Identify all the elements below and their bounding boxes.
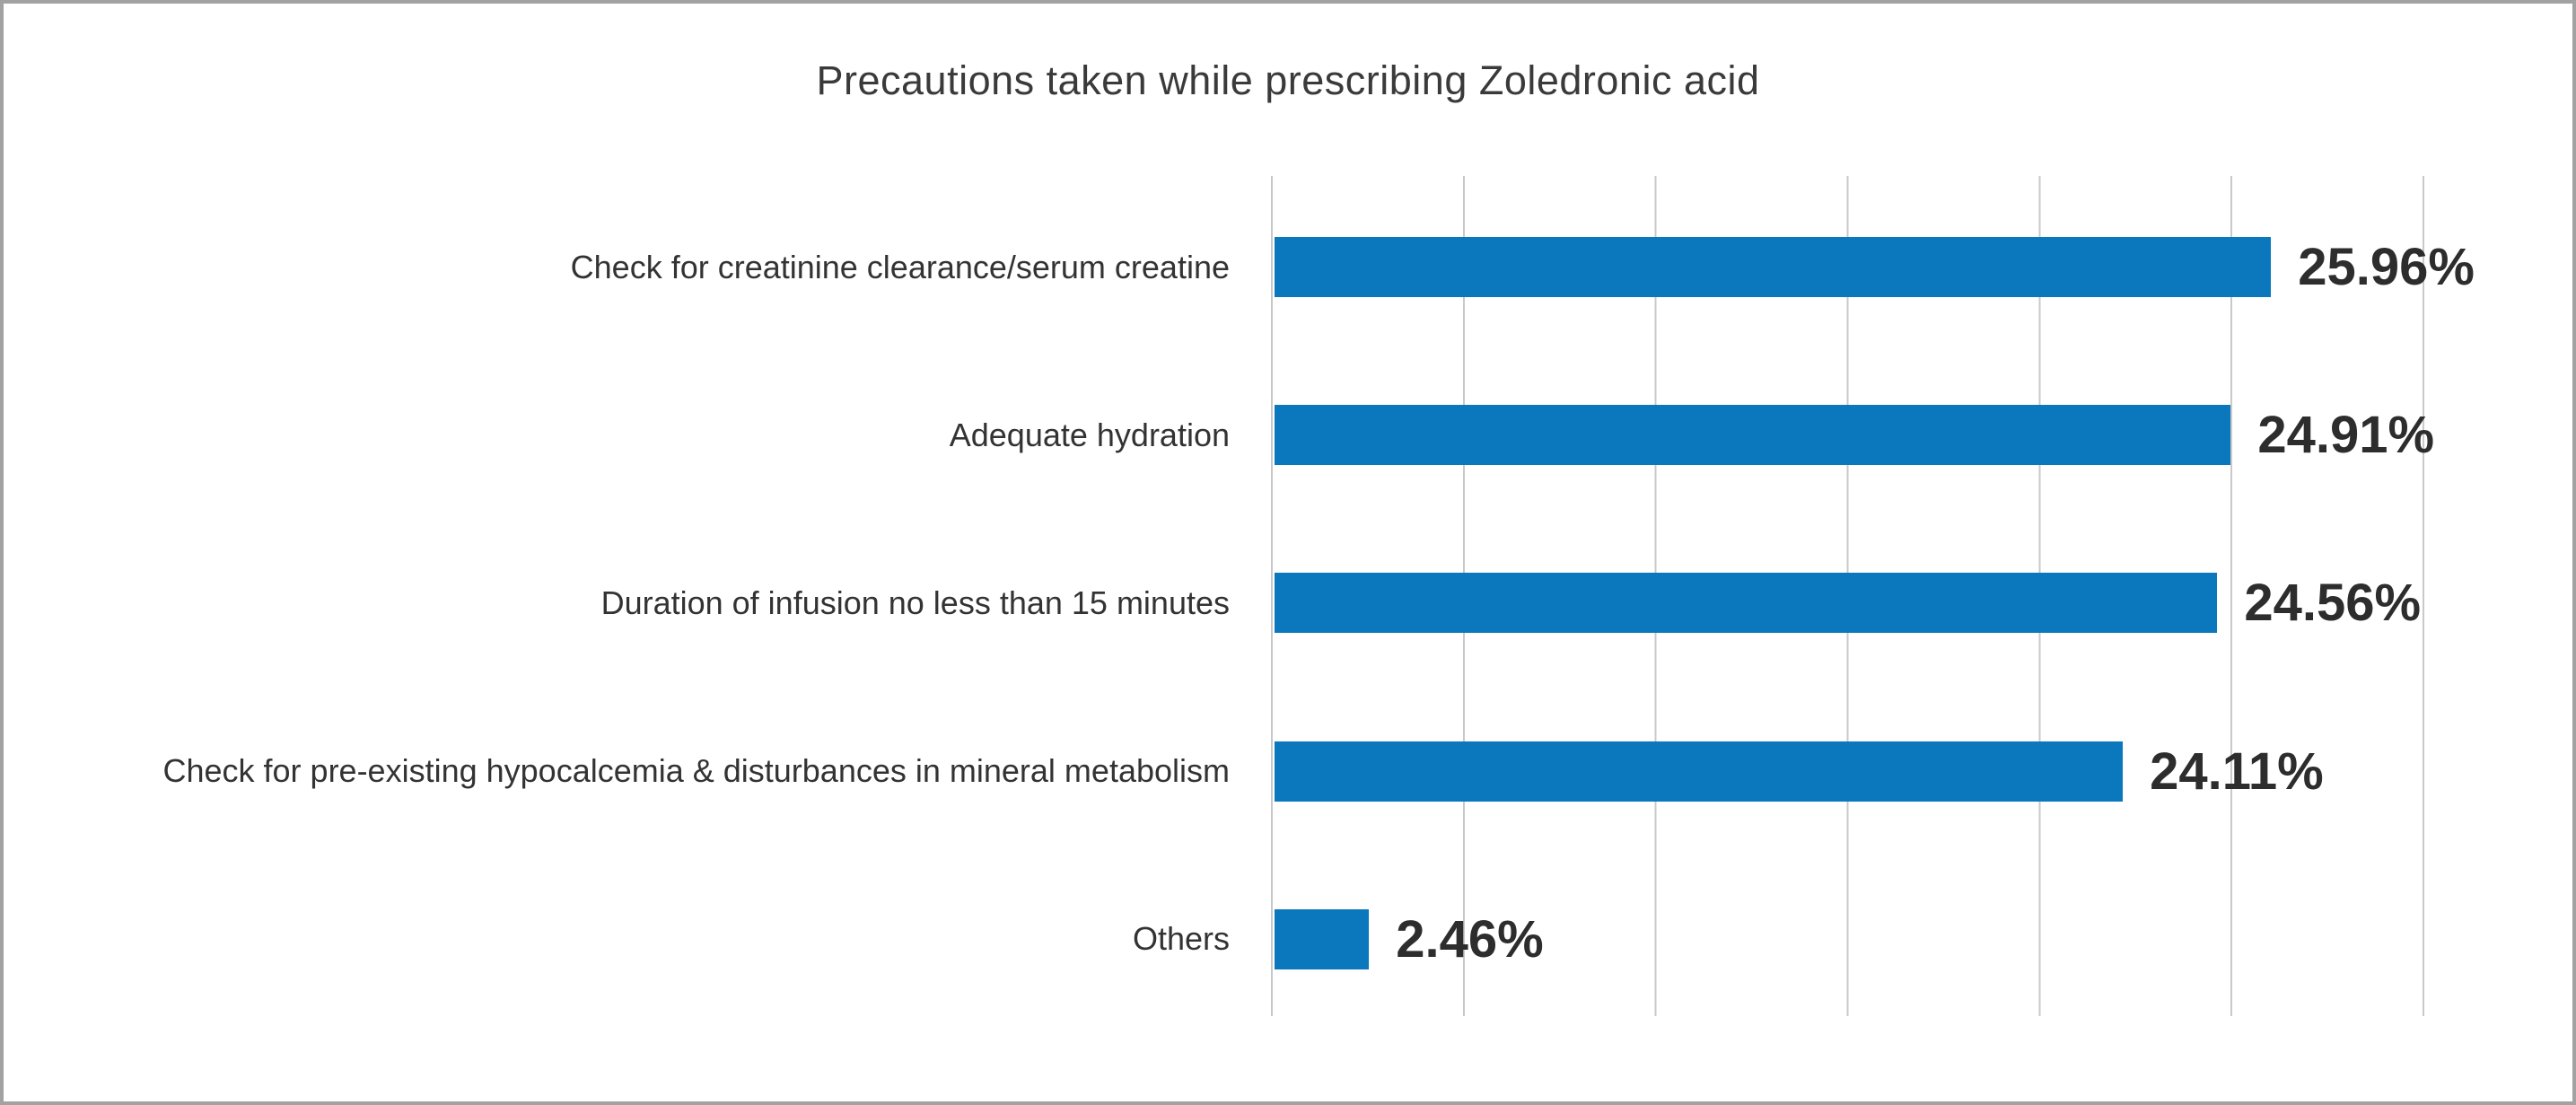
bar	[1275, 573, 2218, 634]
chart-title: Precautions taken while prescribing Zole…	[816, 57, 1760, 103]
bar-row: Adequate hydration 24.91%	[7, 351, 2572, 519]
value-label: 2.46%	[1396, 909, 1544, 969]
bar	[1275, 741, 2124, 802]
value-label: 24.91%	[2257, 406, 2435, 465]
value-label: 24.11%	[2150, 741, 2324, 801]
category-label: Others	[1132, 920, 1230, 958]
value-label: 25.96%	[2298, 238, 2475, 297]
bar	[1275, 405, 2231, 466]
value-label: 24.56%	[2244, 574, 2422, 633]
bar-row: Check for creatinine clearance/serum cre…	[7, 183, 2572, 351]
bar	[1275, 237, 2272, 298]
bar-row: Check for pre-existing hypocalcemia & di…	[7, 688, 2572, 855]
category-label: Check for pre-existing hypocalcemia & di…	[162, 752, 1230, 790]
category-label: Adequate hydration	[949, 416, 1230, 453]
category-label: Duration of infusion no less than 15 min…	[600, 583, 1230, 621]
bar-row: Duration of infusion no less than 15 min…	[7, 519, 2572, 687]
bar-row: Others 2.46%	[7, 855, 2572, 1023]
category-label: Check for creatinine clearance/serum cre…	[570, 248, 1230, 285]
bar	[1275, 908, 1370, 969]
bar-rows: Check for creatinine clearance/serum cre…	[7, 176, 2572, 1016]
